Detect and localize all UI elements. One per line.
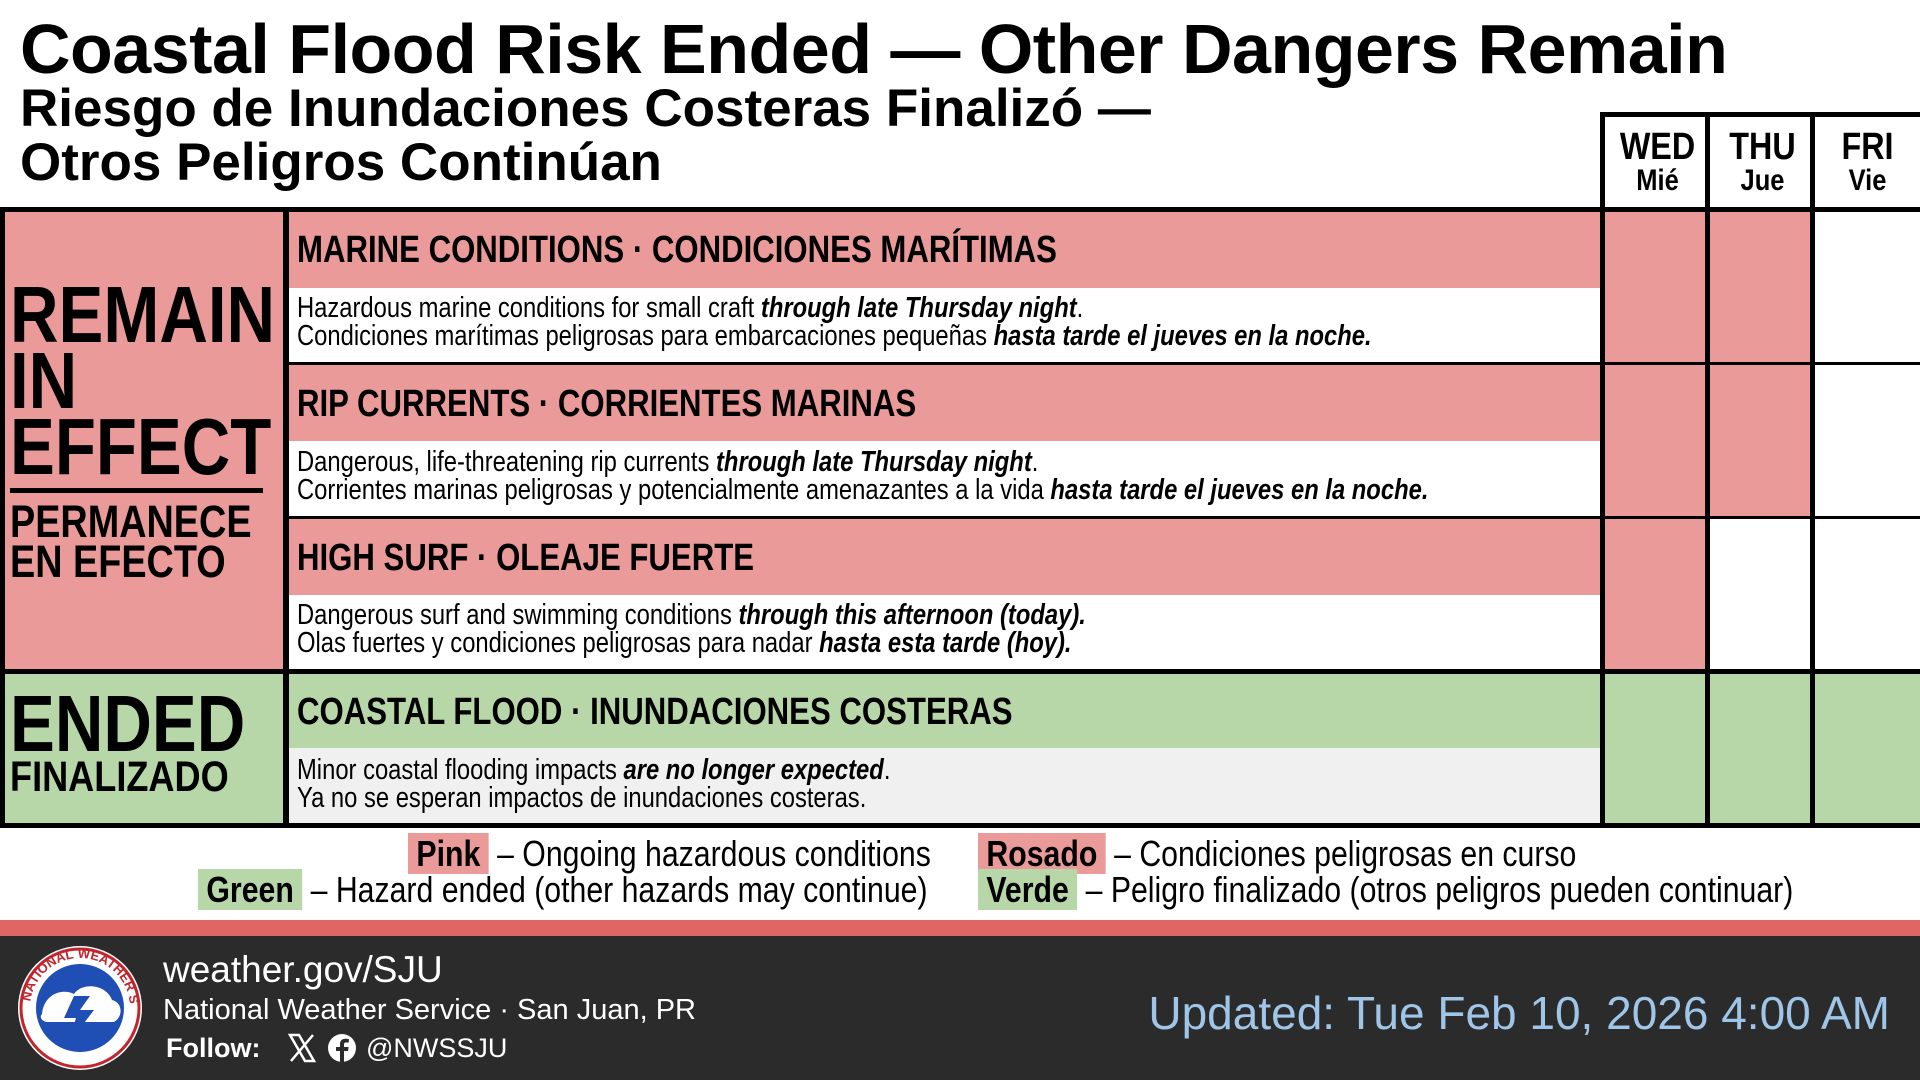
footer-follow-label: Follow: — [166, 1033, 261, 1063]
status-ended-sub: FINALIZADO — [10, 753, 229, 801]
hazard-title-bar — [288, 364, 1600, 441]
day-status-cell — [1705, 364, 1815, 518]
hazard-desc-box — [288, 441, 1600, 518]
status-remain-line1: REMAIN — [10, 270, 276, 359]
day-status-cell — [1810, 671, 1920, 825]
status-remain-line2: IN — [10, 336, 78, 425]
day-header-wed: WED Mié — [1600, 112, 1710, 212]
footer-org: National Weather Service · San Juan, PR — [163, 994, 697, 1026]
status-remain-sub-line2: EN EFECTO — [10, 536, 226, 587]
day-status-cell — [1810, 212, 1920, 364]
day-status-cell — [1600, 364, 1710, 518]
legend-swatch-pink: Pink — [408, 833, 489, 874]
day-status-cell — [1810, 364, 1920, 518]
day-label-en: THU — [1729, 126, 1796, 168]
status-remain-line3: EFFECT — [10, 402, 272, 491]
legend-swatch-green: Green — [198, 869, 303, 910]
day-header-fri: FRI Vie — [1810, 112, 1920, 212]
title-desc-divider — [288, 287, 1600, 289]
hazard-title: COASTAL FLOOD · INUNDACIONES COSTERAS — [297, 691, 1013, 733]
day-header-top-border — [1600, 112, 1920, 117]
day-status-cell — [1600, 671, 1710, 825]
legend-swatch-pink: Rosado — [978, 833, 1106, 874]
status-ended-cell: ENDED FINALIZADO — [0, 671, 288, 825]
day-label-en: WED — [1619, 126, 1696, 168]
hazard-desc-es: Olas fuertes y condiciones peligrosas pa… — [297, 627, 1072, 659]
day-label-es: Jue — [1740, 164, 1785, 197]
hazard-desc-en: Hazardous marine conditions for small cr… — [297, 292, 1084, 324]
day-column-border — [1600, 207, 1605, 828]
page-subtitle-line1: Riesgo de Inundaciones Costeras Finalizó… — [20, 79, 1151, 138]
status-column-border — [283, 207, 289, 828]
row-divider — [288, 362, 1920, 365]
day-status-cell — [1705, 518, 1815, 671]
hazard-desc-en: Minor coastal flooding impacts are no lo… — [297, 754, 891, 786]
day-label-es: Vie — [1848, 164, 1887, 197]
hazard-desc-es: Condiciones marítimas peligrosas para em… — [297, 320, 1372, 352]
legend-swatch-green: Verde — [978, 869, 1078, 910]
hazard-desc-en: Dangerous surf and swimming conditions t… — [297, 599, 1086, 631]
nws-logo: NATIONAL WEATHER SERVICE — [16, 944, 142, 1070]
row-divider — [288, 516, 1920, 519]
footer-url[interactable]: weather.gov/SJU — [163, 949, 443, 990]
table-top-border — [0, 207, 1920, 212]
day-header-thu: THU Jue — [1705, 112, 1815, 212]
page-title: Coastal Flood Risk Ended — Other Dangers… — [20, 10, 1728, 88]
day-column-border — [1810, 207, 1815, 828]
day-status-cell — [1600, 212, 1710, 364]
facebook-icon[interactable] — [326, 1032, 358, 1064]
hazard-title: HIGH SURF · OLEAJE FUERTE — [297, 537, 755, 579]
day-status-cell — [1600, 518, 1710, 671]
day-label-es: Mié — [1636, 164, 1679, 197]
table-left-border — [0, 207, 5, 828]
x-icon[interactable] — [287, 1032, 317, 1064]
day-column-border — [1705, 207, 1710, 828]
day-status-cell — [1810, 518, 1920, 671]
legend-pink-es: Rosado – Condiciones peligrosas en curso — [978, 833, 1576, 874]
hazard-title: MARINE CONDITIONS · CONDICIONES MARÍTIMA… — [297, 229, 1057, 271]
day-label-en: FRI — [1841, 126, 1894, 168]
legend-pink-en: Pink – Ongoing hazardous conditions — [408, 833, 931, 874]
page-subtitle-line2: Otros Peligros Continúan — [20, 133, 662, 192]
hazard-title-bar — [288, 518, 1600, 595]
day-status-cell — [1705, 671, 1815, 825]
hazard-desc-box — [288, 288, 1600, 364]
hazard-desc-en: Dangerous, life-threatening rip currents… — [297, 446, 1039, 478]
hazard-desc-box — [288, 595, 1600, 671]
updated-timestamp: Updated: Tue Feb 10, 2026 4:00 AM — [1148, 987, 1890, 1039]
day-status-cell — [1705, 212, 1815, 364]
status-remain-cell: REMAIN IN EFFECT PERMANECE EN EFECTO — [0, 212, 288, 671]
hazard-desc-box — [288, 748, 1600, 825]
footer — [0, 936, 1920, 1080]
table-bottom-border — [0, 823, 1920, 828]
group-divider — [0, 669, 1920, 674]
status-remain-sub-line1: PERMANECE — [10, 496, 252, 547]
hazard-title-bar — [288, 212, 1600, 288]
hazard-desc-es: Ya no se esperan impactos de inundacione… — [297, 782, 867, 814]
hazard-title: RIP CURRENTS · CORRIENTES MARINAS — [297, 383, 917, 425]
footer-accent-bar — [0, 920, 1920, 936]
footer-social-handle[interactable]: @NWSSJU — [366, 1033, 508, 1063]
hazard-title-bar — [288, 671, 1600, 748]
legend-green-es: Verde – Peligro finalizado (otros peligr… — [978, 869, 1793, 910]
status-ended-label: ENDED — [10, 679, 246, 768]
status-divider — [10, 488, 263, 493]
legend-green-en: Green – Hazard ended (other hazards may … — [198, 869, 928, 910]
hazard-desc-es: Corrientes marinas peligrosas y potencia… — [297, 474, 1429, 506]
